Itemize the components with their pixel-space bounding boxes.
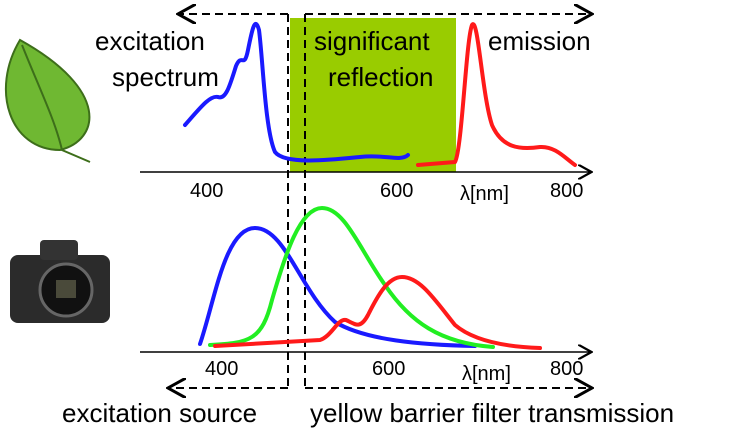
label: excitation: [95, 26, 205, 56]
label: excitation source: [62, 398, 257, 428]
unit-label: λ[nm]: [460, 183, 509, 205]
camera-icon: [10, 240, 110, 323]
label: spectrum: [112, 62, 219, 92]
tick-label: 800: [550, 180, 583, 202]
label: emission: [488, 26, 591, 56]
unit-label: λ[nm]: [462, 363, 511, 385]
tick-label: 600: [380, 180, 413, 202]
label: yellow barrier filter transmission: [310, 398, 674, 428]
tick-label: 600: [372, 358, 405, 380]
tick-label: 400: [205, 358, 238, 380]
camera-blue: [200, 228, 475, 346]
label: significant: [314, 26, 430, 56]
figure: excitation spectrum significant reflecti…: [0, 0, 740, 430]
tick-label: 800: [550, 358, 583, 380]
leaf-icon: [6, 40, 90, 162]
tick-label: 400: [190, 180, 223, 202]
label: reflection: [328, 62, 434, 92]
